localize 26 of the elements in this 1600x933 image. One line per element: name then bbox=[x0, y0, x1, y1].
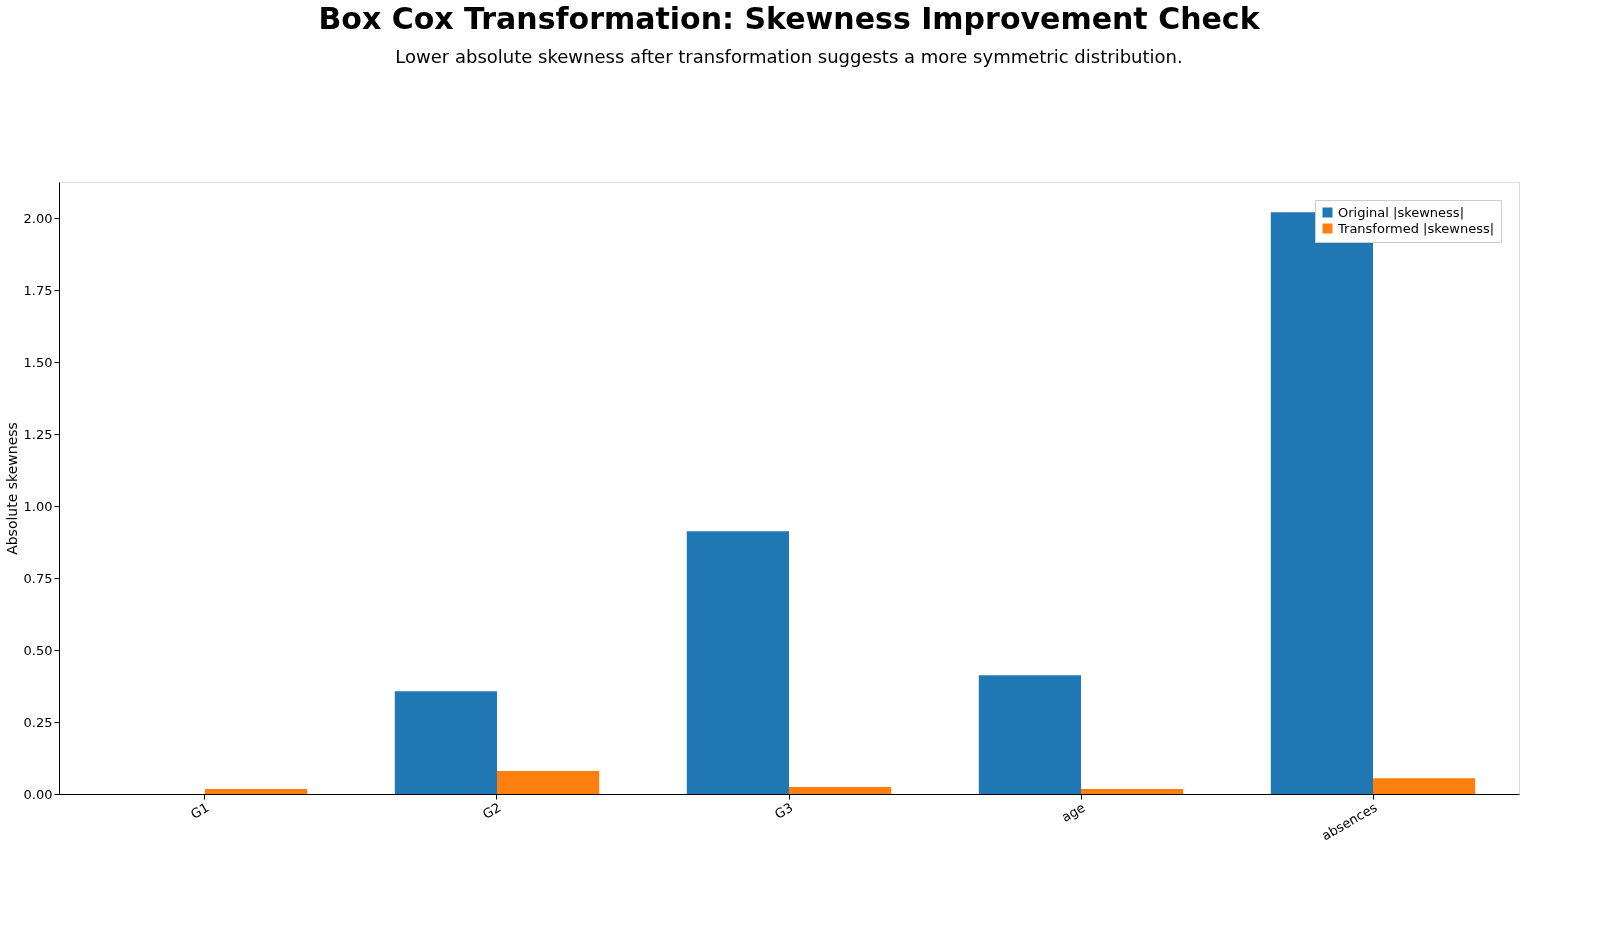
bar bbox=[1373, 778, 1476, 794]
x-tick-label: G1 bbox=[188, 799, 212, 822]
y-tick-label: 1.50 bbox=[23, 354, 53, 370]
y-tick-label: 0.50 bbox=[23, 642, 53, 658]
bar bbox=[978, 675, 1081, 794]
y-tick-label: 0.00 bbox=[23, 786, 53, 802]
bar bbox=[1081, 789, 1184, 794]
x-tick-label: G3 bbox=[772, 799, 796, 822]
legend-label: Original |skewness| bbox=[1338, 204, 1465, 220]
legend-label: Transformed |skewness| bbox=[1337, 220, 1495, 236]
y-tick-label: 2.00 bbox=[23, 210, 53, 226]
bar bbox=[205, 789, 308, 794]
x-tick-label: age bbox=[1059, 799, 1088, 825]
y-tick-label: 1.75 bbox=[23, 282, 53, 298]
y-tick-label: 0.75 bbox=[23, 570, 53, 586]
x-tick-label: G2 bbox=[480, 799, 504, 822]
y-tick-label: 1.00 bbox=[23, 498, 53, 514]
bar bbox=[497, 770, 600, 794]
y-tick-label: 1.25 bbox=[23, 426, 53, 442]
bar bbox=[789, 787, 892, 794]
y-tick-label: 0.25 bbox=[23, 714, 53, 730]
bar bbox=[686, 531, 789, 794]
chart-title: Box Cox Transformation: Skewness Improvement Check bbox=[318, 1, 1261, 36]
bar bbox=[394, 691, 497, 794]
y-axis-title: Absolute skewness bbox=[3, 422, 20, 555]
chart-subtitle: Lower absolute skewness after transformation suggests a more symmetric distribution. bbox=[395, 46, 1183, 67]
